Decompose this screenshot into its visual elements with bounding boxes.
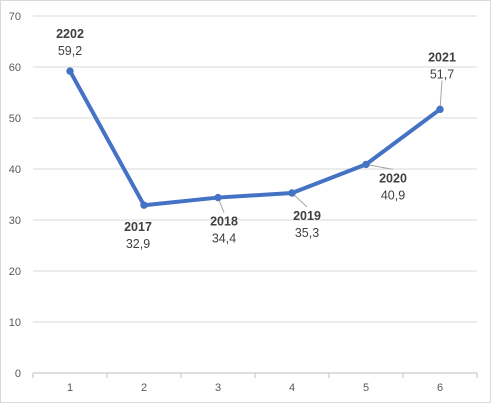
x-tick-label: 1 (67, 382, 73, 394)
y-tick-label: 30 (9, 215, 21, 227)
data-label-category: 2019 (293, 209, 321, 223)
y-tick-label: 50 (9, 113, 21, 125)
y-tick-label: 40 (9, 164, 21, 176)
data-label-category: 2020 (379, 171, 407, 185)
data-label-value: 51,7 (430, 67, 454, 81)
x-tick-label: 5 (363, 382, 369, 394)
data-point (436, 105, 444, 114)
data-label-value: 40,9 (381, 188, 405, 202)
data-label-value: 34,4 (212, 232, 236, 246)
data-label-value: 35,3 (295, 226, 319, 240)
leader-line (439, 80, 443, 110)
label-leader-lines (217, 80, 443, 213)
y-axis-ticks: 0 10 20 30 40 50 60 70 (9, 11, 21, 380)
data-label-category: 2018 (210, 215, 238, 229)
gridlines (33, 15, 477, 323)
data-label-category: 2202 (56, 27, 84, 41)
data-point (140, 201, 148, 209)
x-tick-label: 6 (437, 382, 443, 394)
data-label-category: 2017 (124, 220, 152, 234)
data-label-category: 2021 (428, 50, 456, 64)
y-tick-label: 0 (15, 368, 21, 380)
x-tick-label: 3 (215, 382, 221, 394)
y-tick-label: 70 (9, 11, 21, 23)
series-line-group (66, 67, 444, 209)
x-axis: 1 2 3 4 5 6 (32, 372, 478, 394)
y-tick-label: 10 (9, 317, 21, 329)
data-labels: 2202 59,2 2017 32,9 2018 34,4 2019 35,3 2020 40,9… (56, 27, 456, 251)
data-point (288, 189, 296, 197)
data-point (214, 193, 222, 202)
data-point (362, 160, 370, 169)
data-label-value: 32,9 (126, 237, 150, 251)
y-tick-label: 60 (9, 62, 21, 74)
data-point (66, 67, 74, 75)
y-tick-label: 20 (9, 266, 21, 278)
series-line (68, 69, 442, 208)
x-tick-label: 4 (289, 382, 295, 394)
x-tick-label: 2 (141, 382, 147, 394)
data-label-value: 59,2 (58, 44, 82, 58)
leader-line (365, 163, 394, 170)
